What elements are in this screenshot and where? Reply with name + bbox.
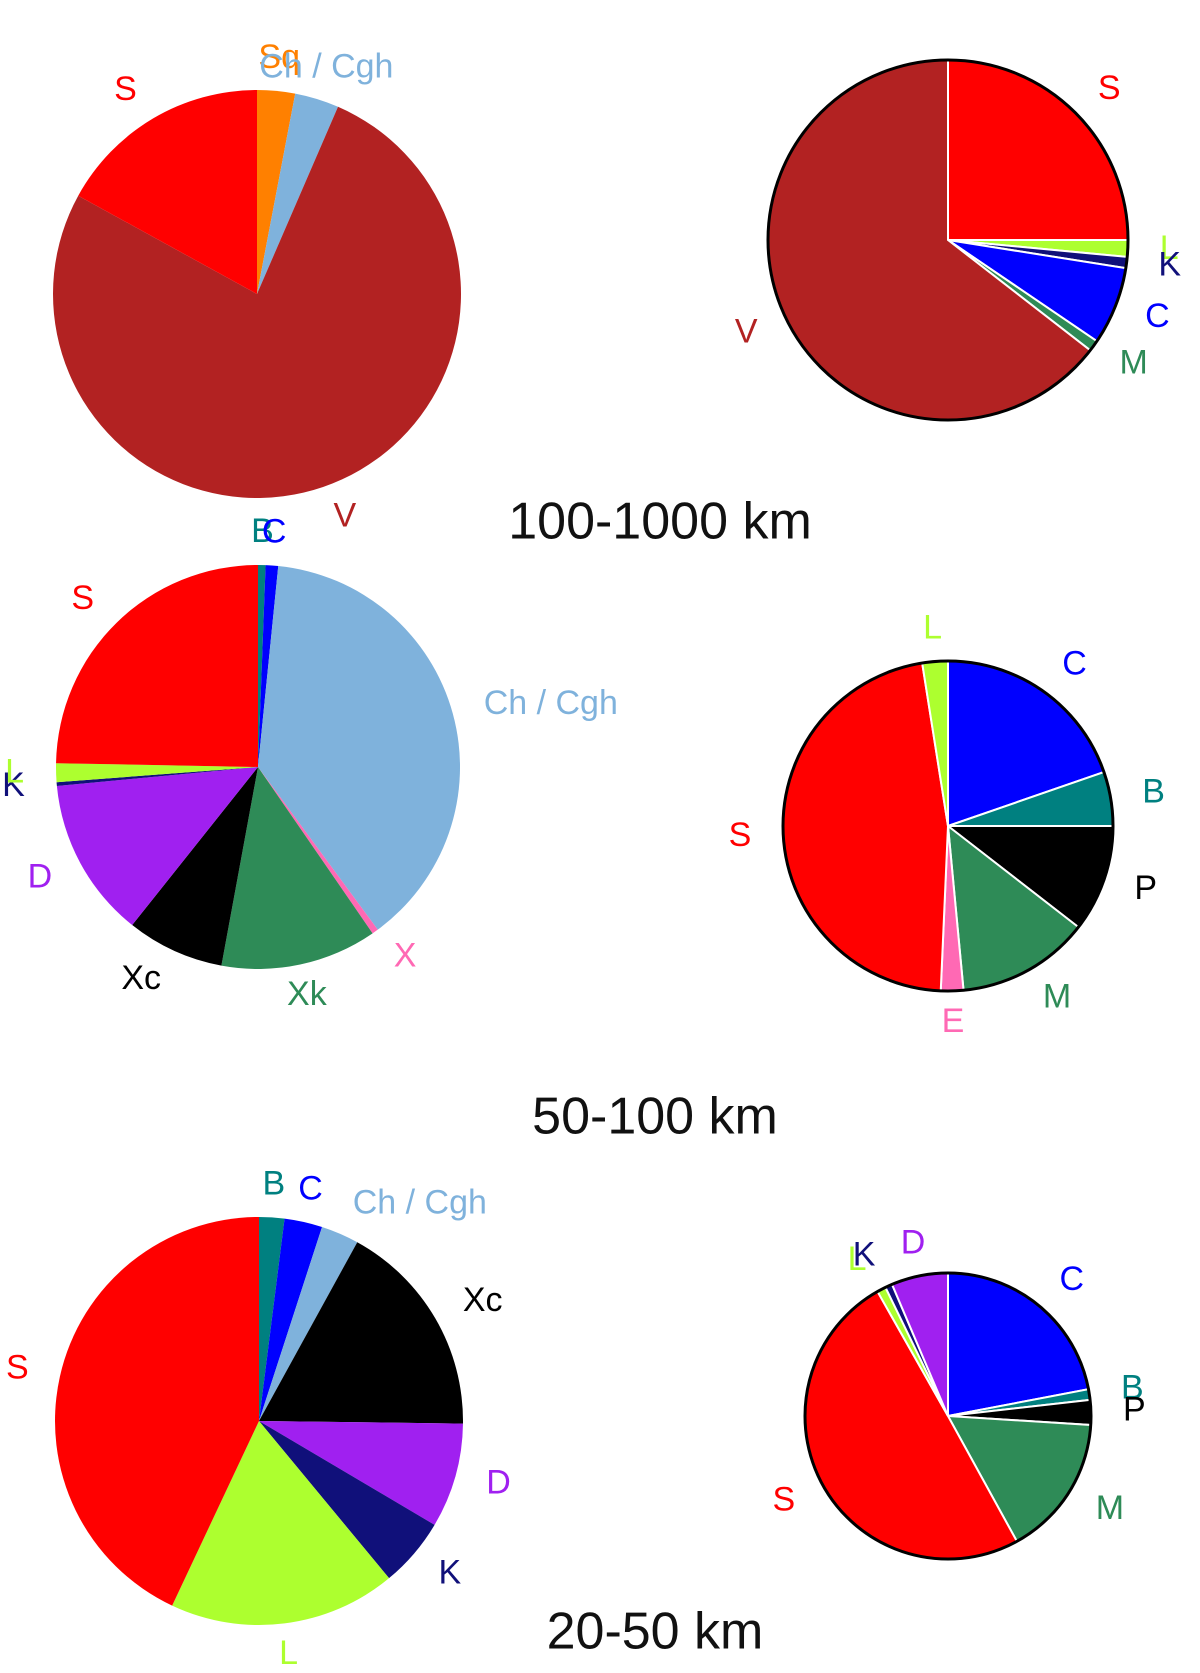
- slice-label: B: [1142, 772, 1165, 810]
- slice-label: Xk: [287, 975, 328, 1013]
- pie-slice: [257, 90, 296, 294]
- slice-label: C: [1145, 297, 1170, 335]
- slice-label: S: [729, 816, 752, 854]
- slice-label: C: [1062, 645, 1087, 683]
- pie-slice: [221, 767, 373, 970]
- pie-slice: [56, 565, 258, 767]
- pie-slice: [53, 106, 462, 498]
- slice-label: L: [1160, 229, 1179, 267]
- pie-slice: [78, 89, 258, 294]
- slice-label: B: [262, 1164, 285, 1202]
- slice-label: B: [251, 512, 274, 550]
- slice-label: S: [114, 70, 137, 108]
- pie-slice: [259, 1217, 285, 1421]
- pie-slice: [259, 1242, 463, 1424]
- pie-slice: [258, 565, 279, 767]
- slice-label: C: [262, 513, 287, 551]
- pie-slice: [782, 661, 950, 992]
- pie-slice: [258, 767, 378, 934]
- pie-slice: [259, 1421, 463, 1525]
- slice-label: M: [1043, 978, 1071, 1016]
- slice-label: Ch / Cgh: [353, 1183, 487, 1221]
- slice-label: Xc: [463, 1281, 503, 1319]
- slice-label: Ch / Cgh: [259, 47, 393, 85]
- slice-label: L: [279, 1634, 298, 1668]
- slice-label: P: [1123, 1391, 1146, 1429]
- slice-label: K: [1158, 246, 1181, 284]
- slice-label: E: [942, 1002, 965, 1040]
- pie-slice: [259, 1421, 435, 1579]
- pie-border: [766, 58, 1130, 422]
- slice-label: M: [1120, 344, 1148, 382]
- slice-label: K: [438, 1553, 461, 1591]
- pie-slice: [55, 763, 258, 783]
- slice-label: D: [486, 1464, 511, 1502]
- slice-label: S: [71, 579, 94, 617]
- slice-label: Sq: [258, 38, 300, 76]
- pie-slice: [259, 1226, 358, 1421]
- pie-slice: [258, 565, 266, 767]
- slice-label: X: [394, 937, 417, 975]
- pie-slice: [257, 93, 339, 294]
- slice-label: D: [28, 857, 53, 895]
- slice-label: B: [1121, 1369, 1144, 1407]
- slice-label: C: [298, 1170, 323, 1208]
- pie-border: [781, 659, 1115, 993]
- slice-label: D: [901, 1224, 926, 1262]
- slice-label: K: [853, 1236, 876, 1274]
- pie-slice: [259, 1218, 323, 1421]
- pie-border: [803, 1271, 1093, 1561]
- pie-slice: [56, 767, 259, 787]
- pie-slice: [56, 767, 258, 926]
- slice-label: Xc: [121, 959, 161, 997]
- slice-label: M: [1096, 1489, 1124, 1527]
- row-title: 20-50 km: [547, 1603, 764, 1661]
- slice-label: C: [1060, 1260, 1085, 1298]
- pie-slice: [172, 1421, 390, 1625]
- slice-label: L: [848, 1240, 867, 1278]
- slice-label: L: [923, 609, 942, 647]
- row-title: 100-1000 km: [508, 493, 812, 551]
- slice-label: S: [1098, 69, 1121, 107]
- slice-label: S: [6, 1349, 29, 1387]
- slice-label: K: [2, 766, 25, 804]
- slice-label: V: [333, 496, 356, 534]
- pie-slice: [132, 767, 258, 966]
- slice-label: P: [1134, 869, 1157, 907]
- slice-label: V: [735, 312, 758, 350]
- slice-label: S: [772, 1480, 795, 1518]
- slice-label: L: [5, 753, 24, 791]
- pie-slice: [55, 1217, 259, 1606]
- slice-label: Ch / Cgh: [484, 684, 618, 722]
- row-title: 50-100 km: [532, 1088, 778, 1146]
- pie-slice: [258, 566, 460, 930]
